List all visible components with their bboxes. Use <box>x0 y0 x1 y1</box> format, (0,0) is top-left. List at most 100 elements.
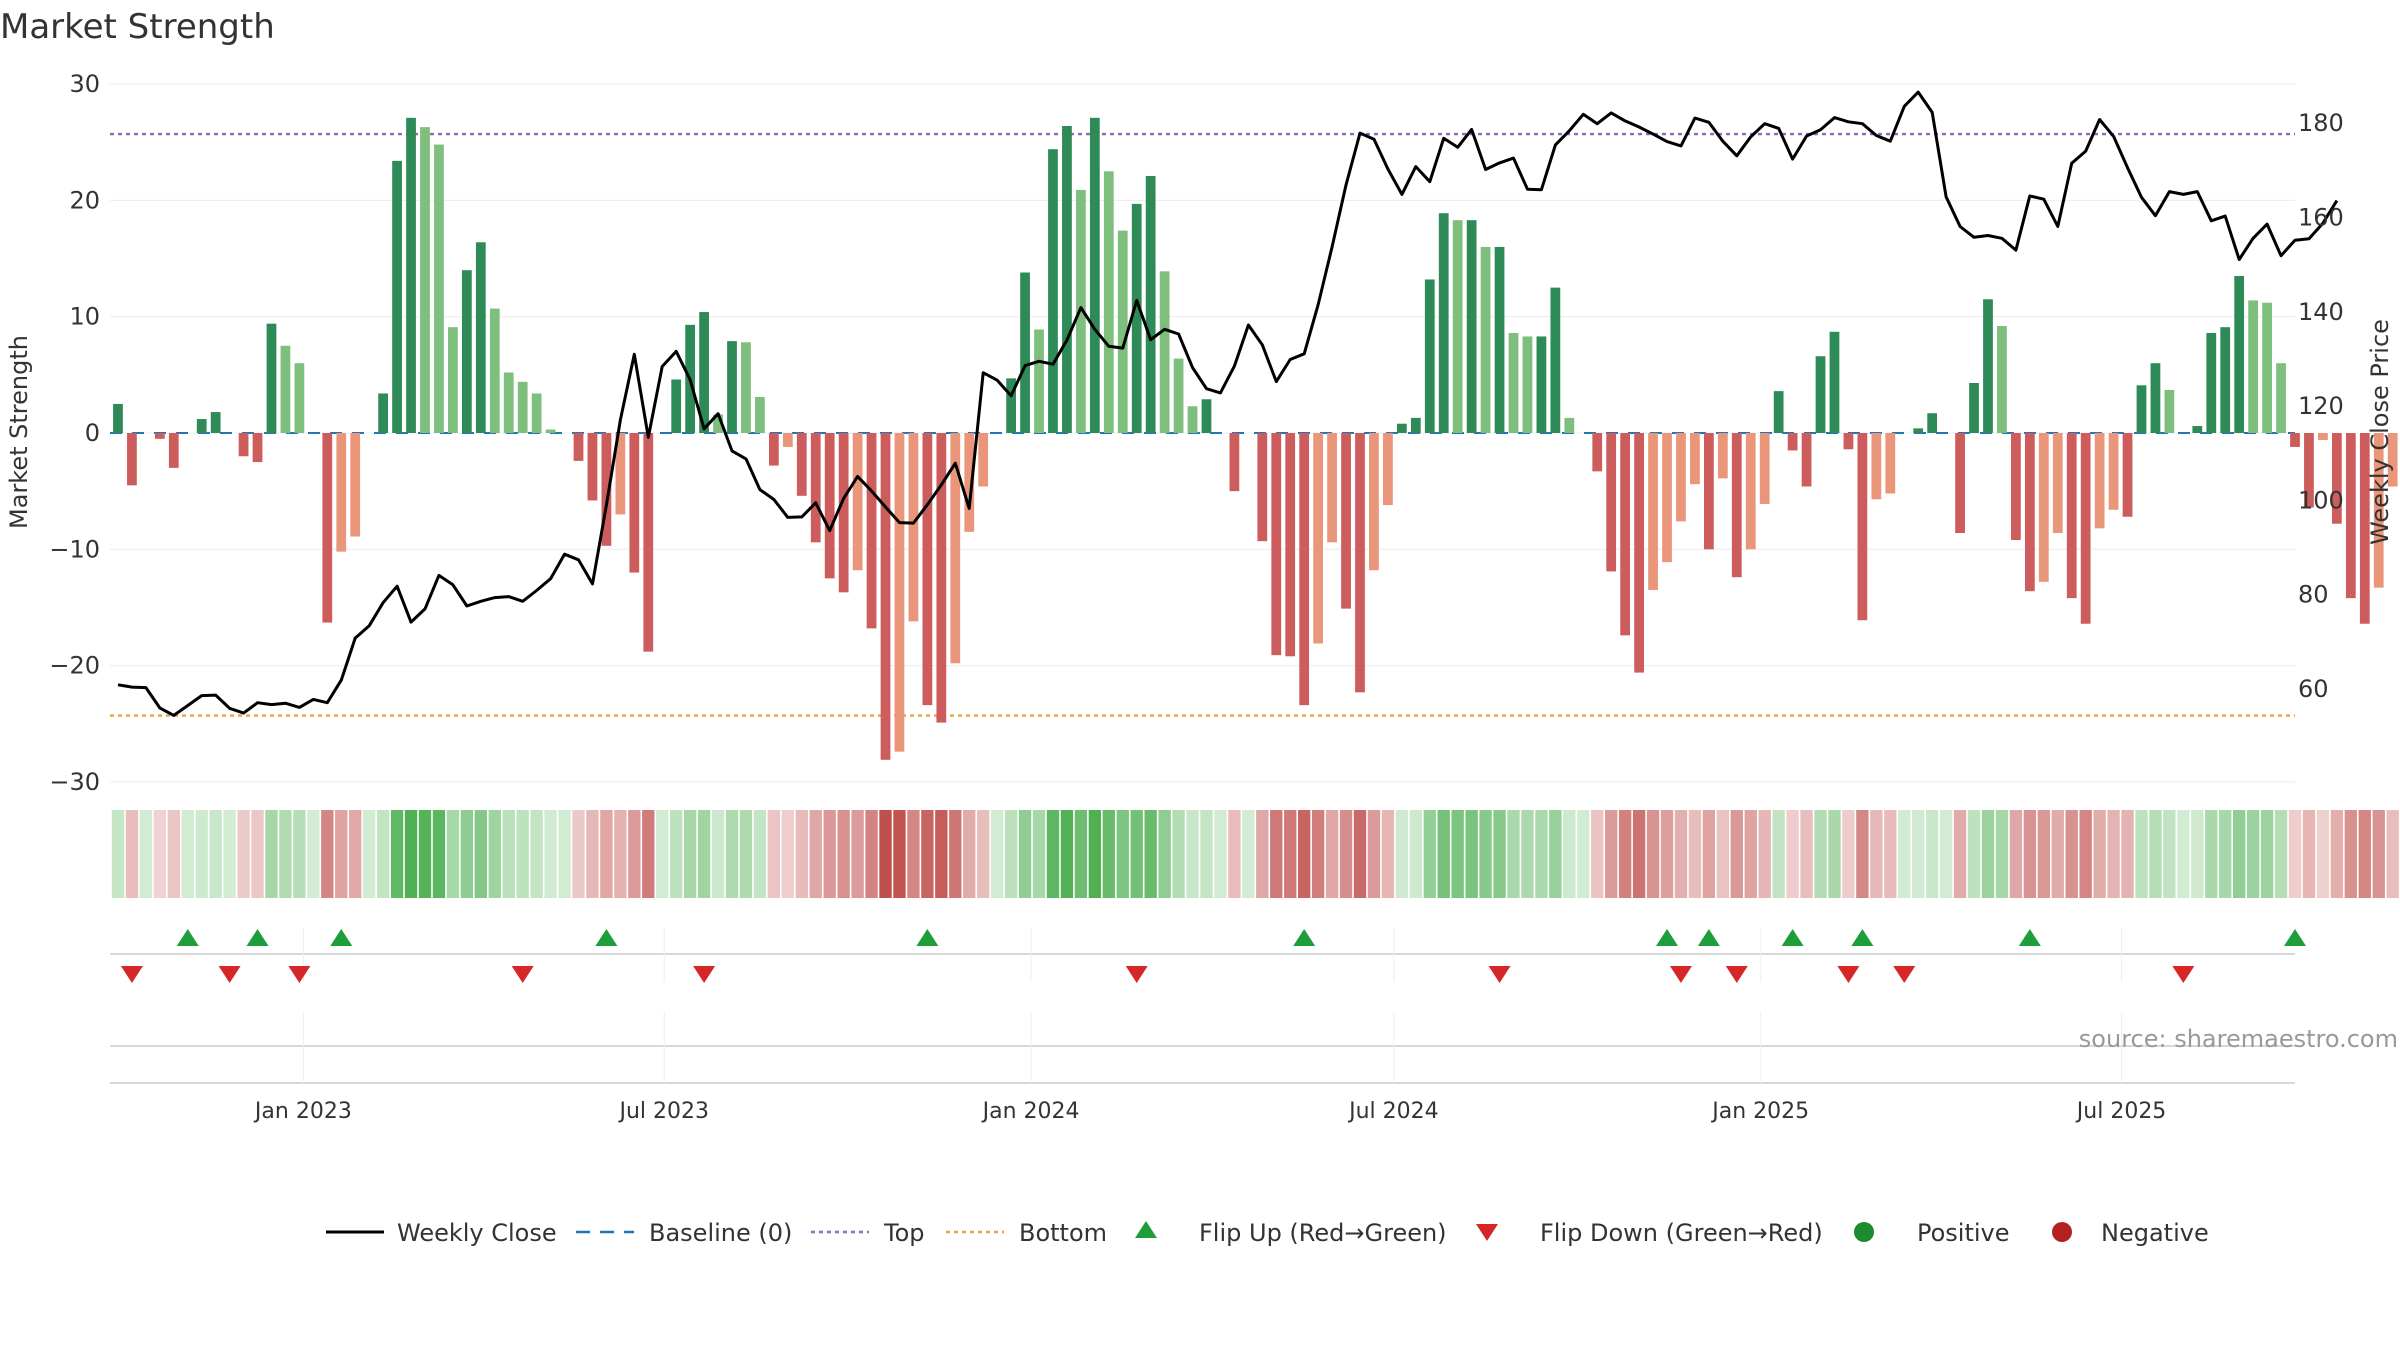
heat-cell <box>935 810 948 898</box>
flip-up-marker <box>1656 929 1679 946</box>
strength-bar <box>2206 332 2217 433</box>
strength-bar <box>2304 433 2314 508</box>
flip-down-marker <box>1725 966 1748 983</box>
strength-bar <box>1508 332 1519 433</box>
heat-cell <box>1214 810 1227 898</box>
heat-cell <box>488 810 501 898</box>
strength-bar <box>810 433 821 543</box>
strength-bar <box>1690 433 1700 485</box>
heat-cell <box>1130 810 1143 898</box>
heat-cell <box>404 810 418 898</box>
heat-cell <box>1814 810 1827 898</box>
strength-bar <box>1103 171 1114 433</box>
strength-bar <box>2164 389 2175 433</box>
x-tick-label: Jan 2023 <box>253 1099 352 1124</box>
flip-down-marker <box>1125 966 1148 983</box>
heat-cell <box>1674 810 1688 898</box>
flip-markers-panel <box>110 928 2306 983</box>
heat-cell <box>697 810 711 898</box>
heat-cell <box>1898 810 1911 898</box>
flip-up-marker <box>1697 929 1720 946</box>
heat-cell <box>2316 810 2330 898</box>
heat-cell <box>683 810 697 898</box>
heat-cell <box>2079 810 2092 898</box>
strength-bar <box>531 393 542 433</box>
strength-bar <box>252 433 263 463</box>
strength-bar <box>210 412 221 433</box>
heat-cell <box>614 810 627 898</box>
heat-cell <box>1032 810 1046 898</box>
strength-bar <box>1285 433 1296 657</box>
heat-cell <box>2274 810 2288 898</box>
flip-up-marker <box>1293 929 1316 946</box>
legend-label: Top <box>883 1219 925 1247</box>
heat-cell <box>1744 810 1757 898</box>
heat-cell <box>2330 810 2344 898</box>
heat-cell <box>851 810 864 898</box>
heat-cell <box>167 810 180 898</box>
heat-cell <box>1074 810 1088 898</box>
heat-cell <box>544 810 557 898</box>
heat-cell <box>1842 810 1855 898</box>
heat-cell <box>265 810 278 898</box>
heat-cell <box>1758 810 1771 898</box>
flip-up-marker <box>2018 929 2041 946</box>
heat-cell <box>1451 810 1464 898</box>
strength-bar <box>1871 433 1882 500</box>
strength-bar <box>978 433 989 487</box>
heat-cell <box>2149 810 2162 898</box>
heat-cell <box>1465 810 1478 898</box>
strength-bar <box>1089 117 1100 434</box>
strength-bar <box>280 345 291 433</box>
heat-cell <box>600 810 613 898</box>
legend: Weekly Close Baseline (0) Top Bottom Flip Up… <box>326 1219 2209 1247</box>
heat-cell <box>1870 810 1883 898</box>
strength-bar <box>629 433 640 573</box>
strength-bar <box>1410 417 1421 433</box>
heat-cell <box>809 810 822 898</box>
strength-bar <box>2094 433 2105 529</box>
flip-down-marker <box>288 966 311 983</box>
heat-cell <box>2163 810 2176 898</box>
heat-cell <box>1116 810 1129 898</box>
strength-bar <box>1424 279 1435 433</box>
strength-bar <box>671 379 682 433</box>
heat-cell <box>516 810 529 898</box>
strength-bar <box>1829 331 1840 433</box>
heat-cell <box>2107 810 2120 898</box>
strength-bar <box>2248 300 2259 433</box>
heat-cell <box>1102 810 1115 898</box>
heat-cell <box>1395 810 1409 898</box>
strength-bar <box>2052 433 2063 534</box>
heat-cell <box>376 810 390 898</box>
heat-cell <box>921 810 934 898</box>
heat-cell <box>209 810 222 898</box>
strength-bar <box>461 270 472 433</box>
strength-bar <box>2262 302 2272 433</box>
y2-tick-label: 100 <box>2298 486 2344 514</box>
heat-cell <box>1200 810 1213 898</box>
strength-bar <box>782 433 793 447</box>
x-axis-ticks: Jan 2023 Jul 2023 Jan 2024 Jul 2024 Jan 2025… <box>253 1099 2166 1124</box>
heat-cell <box>1297 810 1311 898</box>
strength-bar <box>1341 433 1351 609</box>
strength-bar <box>350 433 361 537</box>
y-tick-label: 30 <box>69 70 100 98</box>
strength-bar <box>238 433 249 457</box>
heat-cell <box>237 810 250 898</box>
strength-bar <box>573 433 584 461</box>
strength-bar <box>545 429 556 433</box>
heat-cell <box>2372 810 2385 898</box>
heat-cell <box>628 810 641 898</box>
y-tick-label: −20 <box>49 652 100 680</box>
legend-swatch-dot <box>1854 1222 1874 1242</box>
heat-cell <box>1577 810 1590 898</box>
strength-bar <box>503 372 514 433</box>
heat-cell <box>2051 810 2064 898</box>
heat-cell <box>460 810 474 898</box>
heat-cell <box>977 810 990 898</box>
strength-bar <box>908 433 919 622</box>
heat-cell <box>2358 810 2371 898</box>
strength-bar <box>1299 433 1310 706</box>
